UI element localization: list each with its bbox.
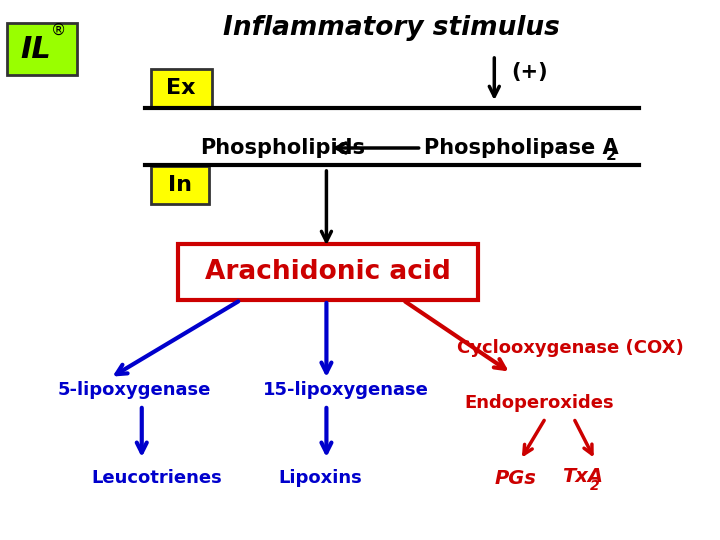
FancyBboxPatch shape [151, 69, 212, 107]
FancyBboxPatch shape [151, 166, 209, 204]
Text: 15-lipoxygenase: 15-lipoxygenase [263, 381, 429, 399]
Text: Lipoxins: Lipoxins [278, 469, 361, 487]
Text: Phospholipase A: Phospholipase A [424, 138, 619, 158]
Text: Inflammatory stimulus: Inflammatory stimulus [223, 15, 560, 41]
Text: 2: 2 [606, 148, 616, 164]
Text: 5-lipoxygenase: 5-lipoxygenase [58, 381, 211, 399]
Text: Leucotrienes: Leucotrienes [91, 469, 222, 487]
FancyBboxPatch shape [178, 244, 479, 300]
Text: 2: 2 [590, 479, 599, 493]
Text: ®: ® [51, 23, 66, 37]
Text: Arachidonic acid: Arachidonic acid [205, 259, 451, 285]
Text: IL: IL [20, 35, 51, 64]
Text: PGs: PGs [495, 469, 536, 488]
Text: TxA: TxA [562, 467, 603, 485]
Text: Endoperoxides: Endoperoxides [464, 394, 614, 412]
Text: (+): (+) [511, 62, 548, 82]
FancyBboxPatch shape [7, 23, 78, 75]
Text: Ex: Ex [166, 78, 196, 98]
Text: Phospholipids: Phospholipids [200, 138, 366, 158]
Text: Cyclooxygenase (COX): Cyclooxygenase (COX) [457, 339, 684, 357]
Text: In: In [168, 175, 192, 195]
